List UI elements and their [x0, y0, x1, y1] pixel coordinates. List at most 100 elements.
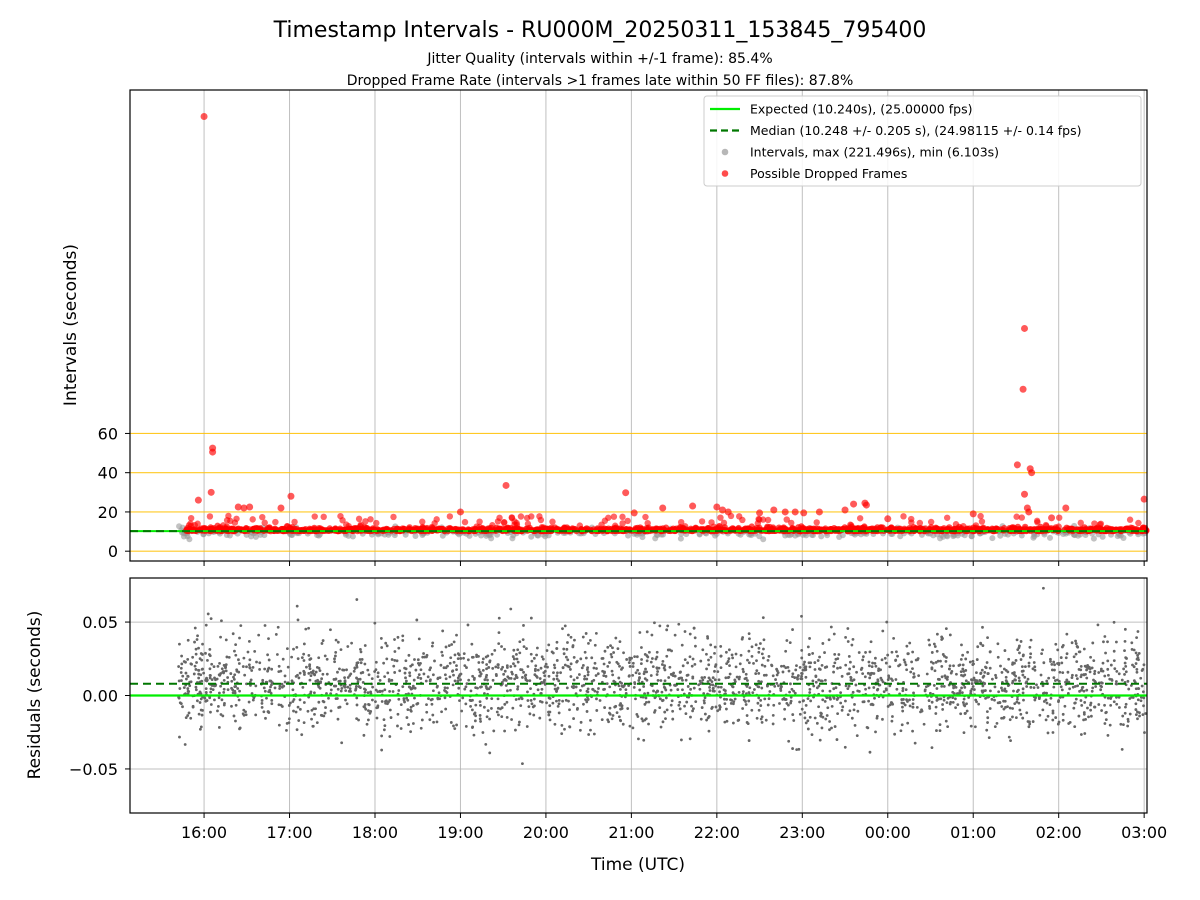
residual-point [725, 698, 729, 701]
residual-point [302, 659, 306, 662]
residual-point [841, 705, 845, 709]
residual-point [969, 724, 973, 728]
residual-point [703, 701, 706, 705]
residual-point [664, 717, 667, 721]
residual-point [764, 718, 768, 722]
residual-point [767, 697, 771, 701]
residual-point [802, 663, 806, 666]
residual-point [513, 664, 517, 668]
residual-point [813, 661, 817, 664]
residual-point [436, 684, 439, 688]
residual-point [356, 661, 360, 665]
residual-point [671, 709, 675, 713]
residual-point [719, 685, 723, 689]
residual-point [349, 689, 352, 693]
residual-point [363, 644, 367, 647]
residual-point [739, 653, 743, 657]
residual-point [1049, 696, 1053, 700]
residual-point [338, 679, 342, 683]
residual-point [374, 688, 378, 692]
residual-point [975, 658, 979, 661]
dropped-frame-point [233, 515, 240, 522]
residual-point [663, 679, 667, 683]
residual-point [518, 651, 522, 655]
residual-point [307, 671, 311, 675]
residual-point [596, 690, 599, 694]
residual-point [1007, 657, 1011, 661]
residual-point [398, 669, 402, 673]
residual-point [194, 685, 198, 689]
residual-point [958, 691, 962, 694]
residual-point [748, 637, 751, 641]
residual-point [1072, 655, 1076, 659]
residual-point [775, 681, 779, 685]
residual-point [581, 663, 585, 667]
dropped-frame-point [1081, 524, 1088, 531]
residual-point [212, 665, 216, 669]
residual-point [472, 712, 476, 716]
residual-point [940, 664, 944, 668]
residual-point [643, 677, 647, 681]
residual-point [354, 687, 358, 691]
legend-marker-swatch-2 [721, 148, 729, 156]
residual-point [336, 687, 340, 691]
dropped-frame-outlier-10 [502, 481, 510, 489]
residual-point [530, 702, 534, 706]
residual-point [650, 657, 654, 660]
residual-point [186, 687, 190, 690]
residual-point [976, 645, 980, 649]
residual-point [979, 641, 983, 645]
residual-point [297, 719, 301, 722]
residual-point [813, 716, 817, 720]
residual-point [1012, 689, 1015, 693]
residual-point [238, 727, 241, 731]
residual-point [229, 672, 233, 675]
residual-point [859, 668, 863, 671]
residual-point [944, 627, 948, 631]
residual-point [343, 676, 346, 680]
dropped-frame-outlier-29 [884, 515, 892, 523]
x-tick-label-9: 01:00 [950, 823, 996, 842]
residual-point [755, 659, 758, 663]
residual-point [964, 657, 968, 661]
residual-point [1091, 686, 1095, 690]
residual-point [1117, 672, 1121, 676]
residual-point [984, 696, 987, 700]
residual-point [1047, 676, 1051, 680]
residual-point [541, 657, 545, 661]
residual-point [757, 646, 761, 650]
residual-point [808, 653, 811, 656]
residual-point [1103, 635, 1107, 638]
residual-point [952, 664, 955, 668]
residual-point [655, 667, 659, 670]
residual-point [540, 687, 544, 691]
residual-point [853, 703, 856, 706]
residual-point [1085, 668, 1088, 672]
dropped-frame-outlier-39 [1048, 514, 1056, 522]
residual-point [964, 679, 968, 683]
residual-point [876, 687, 880, 691]
dropped-frame-point [1091, 520, 1098, 527]
dropped-frame-outlier-6 [234, 503, 242, 511]
residual-point [800, 672, 804, 675]
dropped-frame-point [610, 513, 618, 520]
dropped-frame-point [856, 515, 864, 522]
residual-point [281, 657, 285, 661]
residual-point [1093, 669, 1097, 673]
residual-point [1103, 722, 1107, 725]
residual-point [300, 733, 304, 737]
residual-point [1000, 671, 1004, 674]
residual-point [580, 666, 584, 670]
residual-point [204, 687, 208, 691]
residual-point [198, 727, 202, 731]
residual-point [575, 707, 579, 711]
dropped-frame-point [1056, 514, 1063, 521]
residual-point [1060, 661, 1064, 665]
residual-point [545, 701, 548, 705]
residual-point [526, 665, 530, 668]
residual-point [250, 669, 254, 672]
residual-point [713, 669, 716, 673]
residual-point [1044, 718, 1048, 722]
residual-point [438, 676, 442, 680]
residual-point [314, 679, 318, 683]
